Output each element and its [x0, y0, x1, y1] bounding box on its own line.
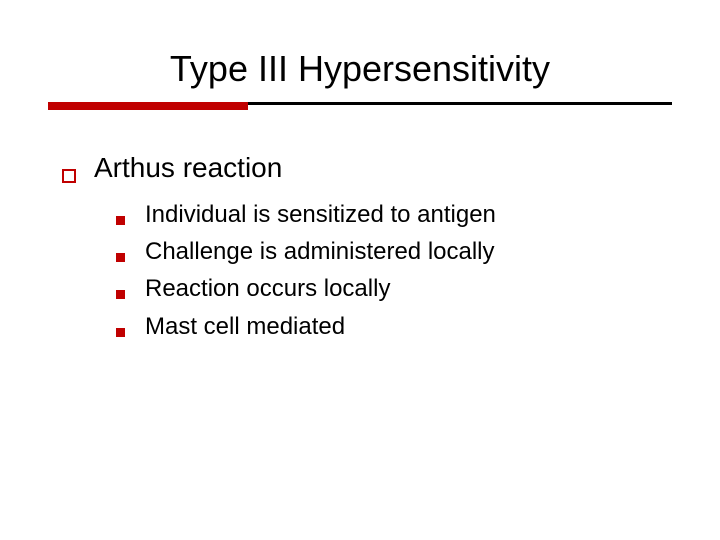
- list-item: Individual is sensitized to antigen: [116, 199, 662, 230]
- lvl2-text: Individual is sensitized to antigen: [145, 199, 496, 230]
- title-underline: [48, 102, 672, 110]
- filled-square-icon: [116, 290, 125, 299]
- filled-square-icon: [116, 216, 125, 225]
- title-underline-red: [48, 102, 248, 110]
- filled-square-icon: [116, 328, 125, 337]
- slide-body: Arthus reaction Individual is sensitized…: [62, 150, 662, 348]
- list-item: Arthus reaction: [62, 150, 662, 185]
- list-item: Challenge is administered locally: [116, 236, 662, 267]
- list-item: Reaction occurs locally: [116, 273, 662, 304]
- slide-title: Type III Hypersensitivity: [0, 48, 720, 90]
- lvl1-text: Arthus reaction: [94, 150, 282, 185]
- lvl2-text: Mast cell mediated: [145, 311, 345, 342]
- filled-square-icon: [116, 253, 125, 262]
- lvl2-text: Challenge is administered locally: [145, 236, 495, 267]
- list-item: Mast cell mediated: [116, 311, 662, 342]
- lvl2-text: Reaction occurs locally: [145, 273, 390, 304]
- hollow-square-icon: [62, 169, 76, 183]
- slide: Type III Hypersensitivity Arthus reactio…: [0, 0, 720, 540]
- sublist: Individual is sensitized to antigen Chal…: [116, 199, 662, 342]
